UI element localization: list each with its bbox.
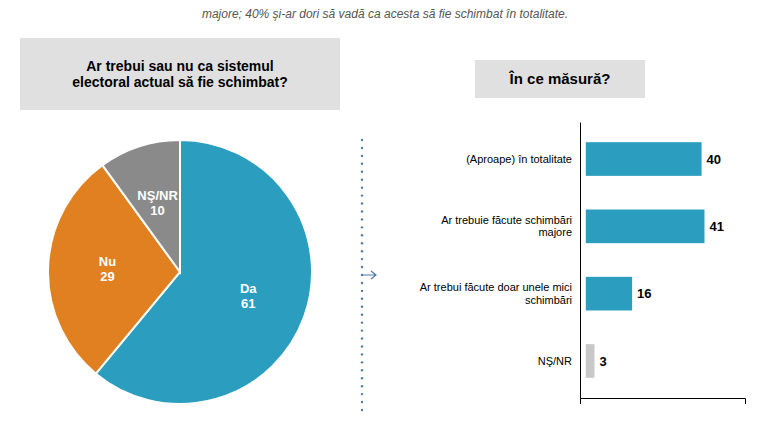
- separator-dot: [361, 139, 363, 141]
- separator-dot: [361, 298, 363, 300]
- bar: [586, 277, 632, 311]
- data-label-name: NŞ/NR: [137, 188, 178, 203]
- separator-dot: [361, 163, 363, 165]
- title-box: [20, 38, 340, 110]
- separator-dot: [361, 353, 363, 355]
- pie: [48, 140, 312, 404]
- separator-dot: [361, 282, 363, 284]
- bar: [586, 210, 705, 244]
- data-label-name: Nu: [99, 254, 116, 269]
- separator-dot: [361, 393, 363, 395]
- separator-dot: [361, 385, 363, 387]
- x-axis-line: [581, 399, 746, 405]
- separator-dot: [361, 377, 363, 379]
- separator: [361, 139, 376, 411]
- x-axis: [581, 399, 746, 405]
- separator-dot: [361, 321, 363, 323]
- chart-title: Ar trebui sau nu ca sistemulelectoral ac…: [72, 58, 288, 91]
- pie-slice: [48, 165, 180, 373]
- separator-dot: [361, 290, 363, 292]
- data-label: Nu29: [99, 254, 116, 284]
- title-box: [475, 60, 645, 98]
- separator-dot: [361, 234, 363, 236]
- y-tick-label: NŞ/NR: [538, 354, 572, 366]
- separator-dot: [361, 258, 363, 260]
- data-labels: Da61 Nu29 NŞ/NR10: [99, 188, 258, 312]
- separator-dot: [361, 179, 363, 181]
- data-label-value: 61: [241, 296, 255, 311]
- separator-dot: [361, 345, 363, 347]
- separator-dot: [361, 361, 363, 363]
- data-label: 16: [637, 286, 651, 301]
- data-label: 41: [709, 219, 723, 234]
- separator-dot: [361, 218, 363, 220]
- separator-dot: [361, 155, 363, 157]
- data-label-value: 29: [100, 269, 114, 284]
- chart-title: În ce măsură?: [509, 70, 611, 87]
- data-label: 40: [707, 152, 721, 167]
- separator-dot: [361, 147, 363, 149]
- separator-dot: [361, 186, 363, 188]
- y-tick: Ar trebui făcute doar unele micischimbăr…: [420, 281, 572, 306]
- separator-dot: [361, 337, 363, 339]
- separator-arrow: [362, 271, 376, 279]
- chart-root: majore; 40% şi-ar dori să vadă ca acesta…: [0, 0, 770, 433]
- separator-dot: [361, 250, 363, 252]
- y-axis: (Aproape) în totalitate Ar trebuie făcute…: [420, 123, 581, 399]
- data-label-name: Da: [240, 281, 257, 296]
- separator-dot: [361, 306, 363, 308]
- y-tick-label: Ar trebuie făcute schimbărimajore: [441, 214, 572, 239]
- separator-dot: [361, 194, 363, 196]
- separator-dot: [361, 401, 363, 403]
- separator-dot: [361, 329, 363, 331]
- y-tick-label: (Aproape) în totalitate: [466, 153, 572, 165]
- y-tick: Ar trebuie făcute schimbărimajore: [441, 214, 572, 239]
- data-label: Da61: [240, 281, 257, 311]
- y-tick: (Aproape) în totalitate: [466, 153, 572, 165]
- separator-dot: [361, 266, 363, 268]
- separator-dot: [361, 242, 363, 244]
- data-label: 3: [599, 354, 606, 369]
- data-label: NŞ/NR10: [137, 188, 178, 218]
- y-tick-label: Ar trebui făcute doar unele micischimbăr…: [420, 281, 572, 306]
- separator-dot: [361, 226, 363, 228]
- separator-dot: [361, 409, 363, 411]
- pie-slice: [102, 140, 180, 272]
- data-label-value: 10: [150, 203, 164, 218]
- y-axis-line: [580, 123, 581, 399]
- separator-dot: [361, 210, 363, 212]
- data-labels: 40 41 16 3: [599, 152, 723, 369]
- annotation: majore; 40% şi-ar dori să vadă ca acesta…: [202, 7, 568, 21]
- bars: [586, 142, 705, 378]
- separator-dot: [361, 171, 363, 173]
- separator-dot: [361, 314, 363, 316]
- separator-dot: [361, 202, 363, 204]
- bar: [586, 142, 702, 176]
- separator-dot: [361, 369, 363, 371]
- bar: [586, 344, 595, 378]
- y-tick: NŞ/NR: [538, 354, 572, 366]
